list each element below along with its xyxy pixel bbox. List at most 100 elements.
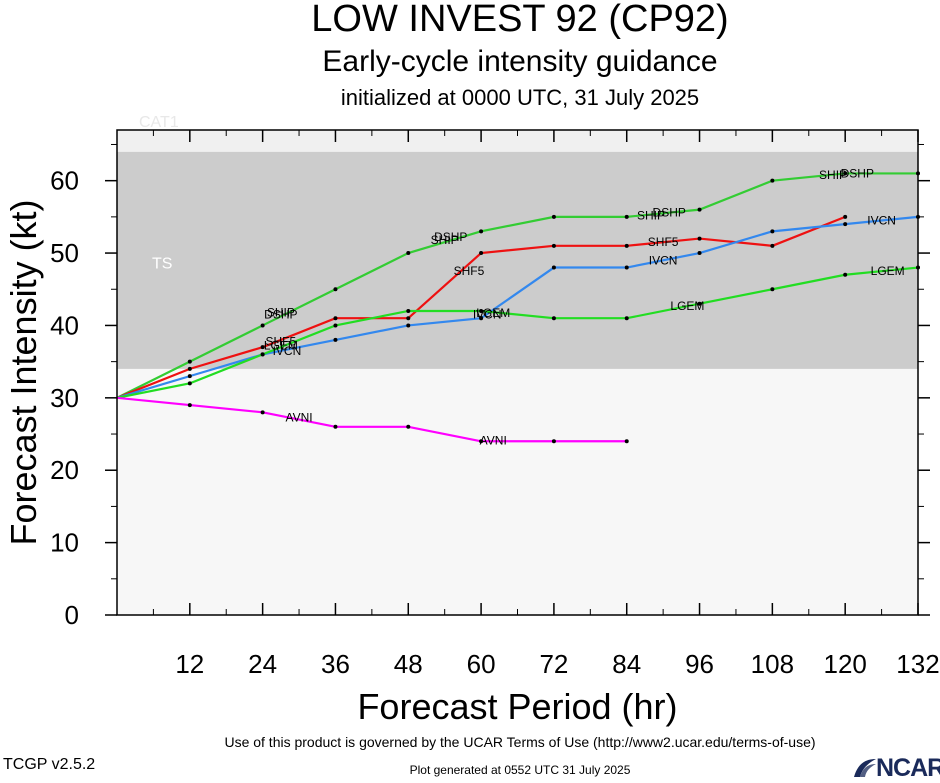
band-label-cat1: CAT1 [139,114,179,131]
line-label-shf5: SHF5 [265,334,296,348]
point-shf5-96 [697,236,702,241]
x-tick-label-96: 96 [685,649,714,679]
line-label-avni: AVNI [480,434,507,448]
y-tick-label-30: 30 [50,383,79,413]
line-label-lgem: LGEM [670,299,704,313]
version-label: TCGP v2.5.2 [3,756,96,773]
point-shf5-12 [187,366,192,371]
line-label-ivcn: IVCN [273,344,302,358]
y-tick-label-20: 20 [50,455,79,485]
series-line-avni [116,396,627,443]
ncar-logo-mark-icon [854,759,876,777]
point-shf5-24 [260,345,265,350]
line-label-lgem: LGEM [264,339,298,353]
band-ts [117,151,918,369]
point-dshp-96 [697,207,702,212]
band-label-ts: TS [152,256,172,273]
point-lgem-48 [406,308,411,313]
point-ivcn-120 [843,222,848,227]
line-label-ship: SHIP [267,305,295,319]
line-label-dshp: DSHP [434,230,467,244]
point-shf5-36 [333,316,338,321]
chart-init-time: initialized at 0000 UTC, 31 July 2025 [340,85,700,110]
point-lgem-84 [624,316,629,321]
point-lgem-36 [333,323,338,328]
point-avni-48 [406,424,411,429]
point-lgem-12 [187,381,192,386]
point-avni-60 [479,439,484,444]
x-tick-label-60: 60 [467,649,496,679]
point-lgem-72 [551,316,556,321]
point-avni-72 [551,439,556,444]
point-dshp-12 [187,359,192,364]
x-tick-label-48: 48 [394,649,423,679]
x-tick-label-36: 36 [321,649,350,679]
line-label-lgem: LGEM [871,264,905,278]
line-label-avni: AVNI [285,410,312,424]
point-dshp-72 [551,214,556,219]
line-label-ship: SHIP [637,208,665,222]
point-dshp-60 [479,229,484,234]
point-shf5-84 [624,243,629,248]
line-label-ivcn: IVCN [473,308,502,322]
terms-of-use: Use of this product is governed by the U… [224,734,816,750]
point-dshp-84 [624,214,629,219]
point-avni-12 [187,403,192,408]
point-ivcn-12 [187,374,192,379]
x-tick-label-72: 72 [539,649,568,679]
line-label-ivcn: IVCN [867,213,896,227]
x-tick-label-84: 84 [612,649,641,679]
y-tick-label-10: 10 [50,528,79,558]
point-shf5-120 [843,214,848,219]
band-cat1 [117,130,918,152]
point-lgem-60 [479,308,484,313]
line-label-dshp: DSHP [841,166,874,180]
point-dshp-24 [260,323,265,328]
point-shf5-72 [551,243,556,248]
line-label-dshp: DSHP [264,308,297,322]
point-ivcn-96 [697,251,702,256]
point-ivcn-60 [479,316,484,321]
point-avni-24 [260,410,265,415]
line-label-ivcn: IVCN [649,253,678,267]
y-tick-label-60: 60 [50,166,79,196]
point-shf5-108 [770,243,775,248]
line-label-ship: SHIP [431,233,459,247]
x-tick-label-120: 120 [823,649,866,679]
line-label-lgem: LGEM [476,306,510,320]
x-tick-label-24: 24 [248,649,277,679]
point-ivcn-84 [624,265,629,270]
point-shf5-48 [406,316,411,321]
line-label-dshp: DSHP [653,206,686,220]
y-axis-title: Forecast Intensity (kt) [3,199,44,545]
series-line-dshp [116,172,918,399]
x-tick-label-12: 12 [175,649,204,679]
y-tick-label-0: 0 [65,600,79,630]
ncar-logo-text: NCAR [876,754,940,782]
point-dshp-108 [770,178,775,183]
point-dshp-48 [406,251,411,256]
point-dshp-36 [333,287,338,292]
point-lgem-24 [260,352,265,357]
generated-time: Plot generated at 0552 UTC 31 July 2025 [409,763,631,777]
y-tick-label-40: 40 [50,310,79,340]
line-label-ship: SHIP [819,168,847,182]
point-dshp-120 [843,171,848,176]
y-tick-label-50: 50 [50,238,79,268]
point-ivcn-108 [770,229,775,234]
point-avni-84 [624,439,629,444]
point-ivcn-48 [406,323,411,328]
point-lgem-120 [843,272,848,277]
chart-subtitle: Early-cycle intensity guidance [322,45,718,78]
x-tick-label-132: 132 [896,649,939,679]
ncar-logo: NCAR [852,754,940,782]
point-ivcn-36 [333,337,338,342]
x-axis-title: Forecast Period (hr) [357,686,677,727]
series-line-lgem [116,266,919,399]
line-label-shf5: SHF5 [648,235,679,249]
series-line-ivcn [116,215,919,399]
point-avni-36 [333,424,338,429]
point-ivcn-72 [551,265,556,270]
point-lgem-108 [770,287,775,292]
